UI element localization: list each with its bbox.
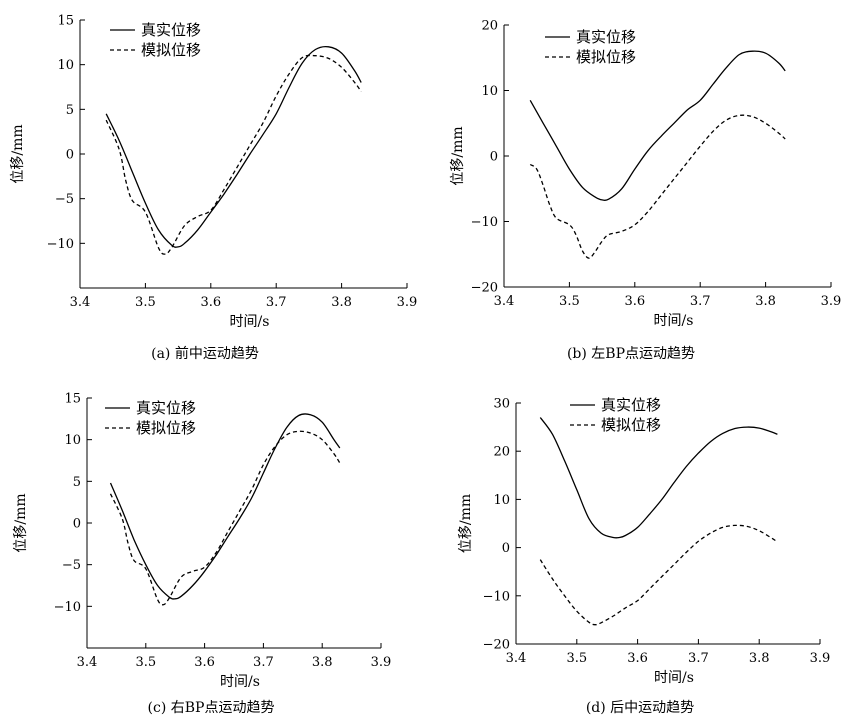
x-tick-label: 3.6 bbox=[627, 651, 648, 666]
y-tick-label: 15 bbox=[57, 14, 74, 29]
y-tick-label: −20 bbox=[483, 638, 510, 653]
x-tick-label: 3.4 bbox=[70, 295, 91, 310]
x-tick-label: 3.5 bbox=[566, 651, 587, 666]
chart-d: 3.4 3.5 3.6 3.7 3.8 3.9 30 20 10 0 −10 −20 时间/s 位移/mm… bbox=[458, 396, 830, 716]
x-tick-label: 3.6 bbox=[200, 295, 221, 310]
series-line-simulated bbox=[109, 430, 341, 606]
y-tick-label: 20 bbox=[493, 445, 510, 460]
x-tick-label: 3.7 bbox=[266, 295, 287, 310]
x-axis-label: 时间/s bbox=[654, 313, 694, 329]
chart-caption: (a) 前中运动趋势 bbox=[151, 345, 259, 362]
legend-label-simulated: 模拟位移 bbox=[601, 416, 661, 434]
x-tick-label: 3.7 bbox=[253, 655, 274, 670]
y-tick-label: −5 bbox=[62, 558, 81, 573]
series-line-simulated bbox=[529, 114, 786, 259]
x-tick-label: 3.6 bbox=[624, 294, 645, 309]
x-tick-label: 3.9 bbox=[821, 294, 842, 309]
x-tick-label: 3.8 bbox=[749, 651, 770, 666]
x-axis-label: 时间/s bbox=[230, 314, 270, 330]
series-line-simulated bbox=[105, 54, 362, 255]
y-tick-label: 5 bbox=[73, 475, 81, 490]
x-tick-label: 3.4 bbox=[506, 651, 527, 666]
chart-b: 3.4 3.5 3.6 3.7 3.8 3.9 20 10 0 −10 −20 时间/s 位移/mm 真实… bbox=[450, 19, 841, 363]
y-tick-label: 0 bbox=[73, 517, 81, 532]
y-axis-label: 位移/mm bbox=[13, 493, 29, 552]
series-line-simulated bbox=[539, 524, 778, 626]
x-tick-label: 3.5 bbox=[135, 295, 156, 310]
y-tick-label: −10 bbox=[54, 600, 81, 615]
legend-label-real: 真实位移 bbox=[576, 28, 636, 46]
y-axis-label: 位移/mm bbox=[458, 494, 474, 553]
y-tick-label: 10 bbox=[57, 58, 74, 73]
x-tick-label: 3.7 bbox=[690, 294, 711, 309]
x-tick-label: 3.8 bbox=[312, 655, 333, 670]
y-axis-label: 位移/mm bbox=[450, 126, 466, 185]
y-tick-label: −10 bbox=[471, 215, 498, 230]
x-tick-label: 3.8 bbox=[331, 295, 352, 310]
series-line-real bbox=[539, 417, 778, 539]
y-tick-label: −10 bbox=[47, 237, 74, 252]
x-tick-label: 3.9 bbox=[810, 651, 831, 666]
x-tick-label: 3.8 bbox=[755, 294, 776, 309]
series-line-real bbox=[105, 45, 362, 248]
y-axis-label: 位移/mm bbox=[10, 124, 26, 183]
y-tick-label: 10 bbox=[493, 493, 510, 508]
x-tick-label: 3.7 bbox=[688, 651, 709, 666]
y-tick-label: −5 bbox=[55, 192, 74, 207]
x-axis-label: 时间/s bbox=[220, 674, 260, 690]
chart-caption: (d) 后中运动趋势 bbox=[586, 700, 694, 716]
x-tick-label: 3.9 bbox=[371, 655, 392, 670]
y-tick-label: 5 bbox=[66, 103, 74, 118]
x-axis-label: 时间/s bbox=[654, 670, 694, 686]
y-tick-label: 0 bbox=[490, 150, 498, 165]
legend-label-real: 真实位移 bbox=[141, 21, 201, 39]
x-tick-label: 3.5 bbox=[135, 655, 156, 670]
y-tick-label: 0 bbox=[66, 148, 74, 163]
legend-label-simulated: 模拟位移 bbox=[576, 48, 636, 66]
legend-label-simulated: 模拟位移 bbox=[141, 41, 201, 59]
legend-label-real: 真实位移 bbox=[136, 399, 196, 417]
y-tick-label: −20 bbox=[471, 281, 498, 296]
y-tick-label: 15 bbox=[64, 392, 81, 407]
legend-label-real: 真实位移 bbox=[601, 396, 661, 414]
series-line-real bbox=[529, 50, 786, 202]
x-tick-label: 3.5 bbox=[559, 294, 580, 309]
chart-caption: (b) 左BP点运动趋势 bbox=[567, 346, 695, 362]
chart-a: 3.4 3.5 3.6 3.7 3.8 3.9 15 10 5 0 −5 −10 时间/s 位移/mm 真实… bbox=[10, 14, 417, 363]
y-tick-label: 0 bbox=[502, 541, 510, 556]
y-tick-label: 10 bbox=[481, 84, 498, 99]
chart-c: 3.4 3.5 3.6 3.7 3.8 3.9 15 10 5 0 −5 −10 时间/s 位移/mm 真实… bbox=[13, 392, 391, 717]
legend-label-simulated: 模拟位移 bbox=[136, 419, 196, 437]
x-tick-label: 3.9 bbox=[397, 295, 418, 310]
x-tick-label: 3.6 bbox=[194, 655, 215, 670]
y-tick-label: 30 bbox=[493, 397, 510, 412]
y-tick-label: 10 bbox=[64, 433, 81, 448]
chart-caption: (c) 右BP点运动趋势 bbox=[148, 700, 275, 716]
y-tick-label: 20 bbox=[481, 19, 498, 34]
series-line-real bbox=[109, 413, 341, 600]
x-tick-label: 3.4 bbox=[494, 294, 515, 309]
y-tick-label: −10 bbox=[483, 589, 510, 604]
x-tick-label: 3.4 bbox=[77, 655, 98, 670]
